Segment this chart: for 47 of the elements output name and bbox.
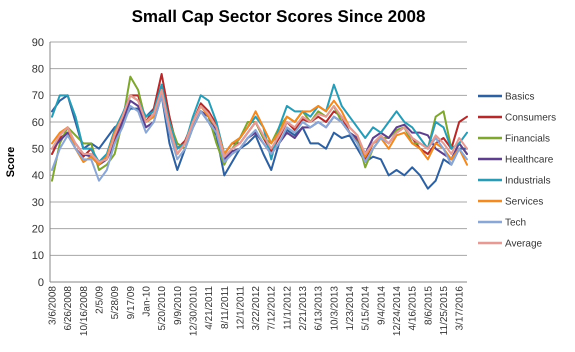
legend-label: Services [505,196,544,208]
y-tick-label: 70 [32,90,44,102]
x-tick-label: 6/13/2013 [314,286,325,330]
x-tick-label: 9/4/2014 [376,286,388,325]
x-tick-label: 5/15/2014 [360,286,372,330]
y-tick-label: 80 [32,64,44,76]
x-tick-label: 4/21/2011 [204,286,216,330]
legend-label: Industrials [505,176,551,186]
legend-label: Consumers [505,112,556,124]
y-tick-label: 30 [32,196,44,209]
x-tick-label: 5/20/2010 [157,286,168,330]
x-tick-label: 9/9/2010 [172,286,184,325]
x-tick-label: 12/24/2014 [392,286,404,336]
x-tick-label: 4/16/2015 [408,286,419,330]
x-tick-label: 3/17/2016 [454,286,466,330]
x-tick-label: 11/25/2015 [439,286,450,336]
y-tick-label: 0 [38,276,44,289]
x-tick-label: 10/16/2008 [78,286,90,336]
x-tick-label: 10/3/2013 [329,286,340,330]
y-tick-label: 50 [32,144,44,156]
x-tick-label: 8/6/2015 [423,286,434,325]
x-tick-label: 3/6/2008 [48,286,58,325]
legend-label: Tech [505,218,526,228]
legend-label: Financials [505,134,550,144]
x-tick-label: 12/30/2010 [188,286,200,336]
x-tick-label: 1/23/2014 [345,286,356,330]
y-tick-label: 10 [32,250,44,262]
legend-label: Healthcare [505,154,554,166]
y-tick-label: 40 [32,170,44,182]
x-tick-label: 2/21/2013 [298,286,310,330]
x-tick-label: 6/26/2008 [63,286,74,330]
x-tick-label: Jan-10 [141,286,152,317]
chart-title: Small Cap Sector Scores Since 2008 [132,7,426,26]
x-tick-label: 12/1/2011 [235,286,246,330]
legend-label: Average [505,238,543,250]
x-tick-label: 2/5/09 [94,286,106,314]
x-tick-label: 5/28/09 [110,286,122,320]
y-axis-title: Score [5,146,17,178]
x-tick-label: 11/1/2012 [282,286,294,330]
y-tick-label: 90 [32,36,44,49]
x-tick-label: 7/12/2012 [266,286,278,330]
y-tick-label: 60 [32,116,44,129]
y-tick-label: 20 [32,224,44,236]
legend-label: Basics [505,92,534,102]
x-tick-label: 9/17/09 [126,286,137,320]
x-tick-label: 3/22/2012 [251,286,262,330]
x-tick-label: 8/11/2011 [220,286,231,330]
